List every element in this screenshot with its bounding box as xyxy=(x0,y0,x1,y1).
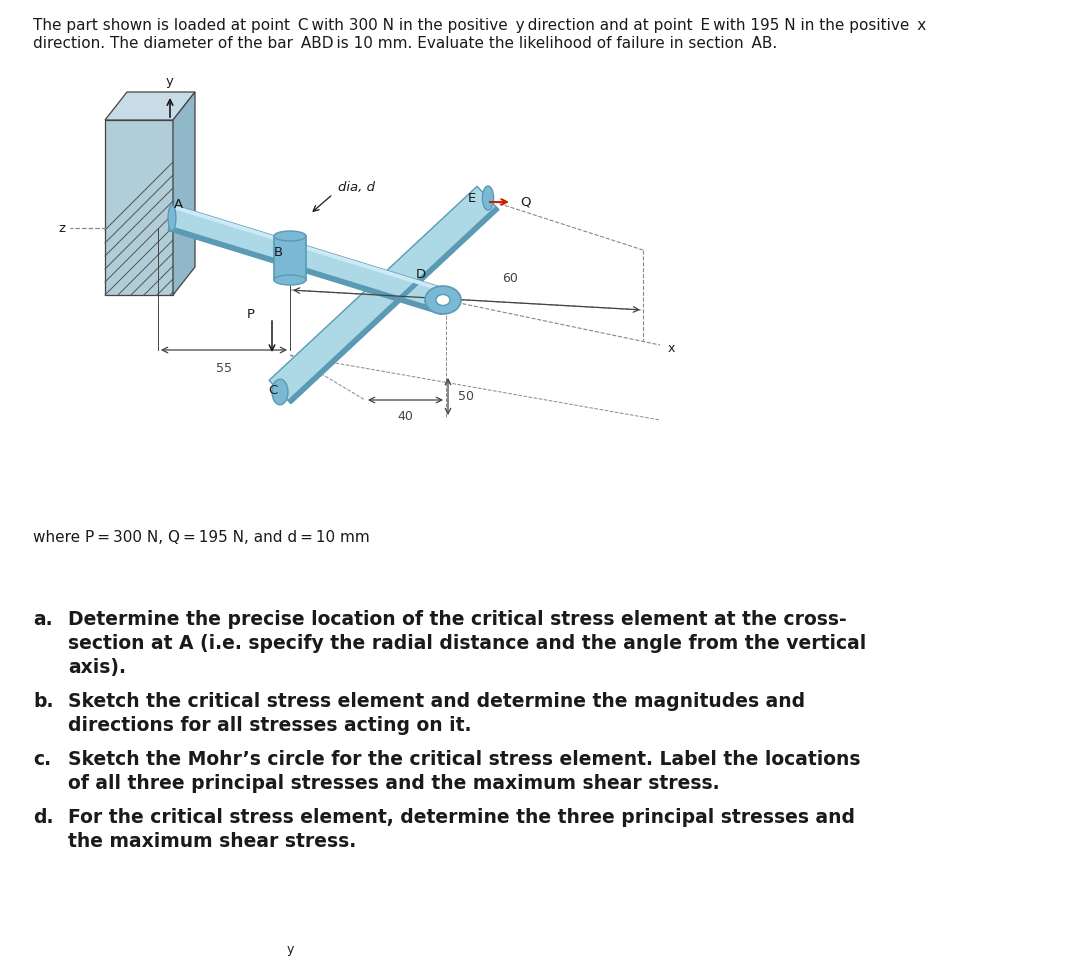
Polygon shape xyxy=(269,186,499,404)
Ellipse shape xyxy=(426,286,461,314)
Text: 40: 40 xyxy=(397,410,413,423)
Polygon shape xyxy=(274,236,306,280)
Text: section at A (i.e. specify the radial distance and the angle from the vertical: section at A (i.e. specify the radial di… xyxy=(68,634,866,653)
Polygon shape xyxy=(175,206,449,293)
Text: y: y xyxy=(286,944,294,956)
Text: B: B xyxy=(273,245,283,259)
Text: P: P xyxy=(247,308,255,322)
Text: E: E xyxy=(468,192,476,206)
Text: Q: Q xyxy=(519,195,530,209)
Text: c.: c. xyxy=(33,750,51,769)
Polygon shape xyxy=(105,120,173,295)
Ellipse shape xyxy=(274,275,306,285)
Text: d.: d. xyxy=(33,808,54,827)
Ellipse shape xyxy=(272,380,288,405)
Text: 50: 50 xyxy=(458,389,474,403)
Text: D: D xyxy=(416,267,427,281)
Text: A: A xyxy=(174,199,183,211)
Text: Sketch the critical stress element and determine the magnitudes and: Sketch the critical stress element and d… xyxy=(68,692,805,711)
Text: 60: 60 xyxy=(502,272,518,284)
Text: the maximum shear stress.: the maximum shear stress. xyxy=(68,832,356,851)
Text: of all three principal stresses and the maximum shear stress.: of all three principal stresses and the … xyxy=(68,774,719,793)
Polygon shape xyxy=(287,206,499,404)
Ellipse shape xyxy=(274,231,306,241)
Text: where P = 300 N, Q = 195 N, and d = 10 mm: where P = 300 N, Q = 195 N, and d = 10 m… xyxy=(33,530,369,545)
Text: The part shown is loaded at point  C with 300 N in the positive  y direction and: The part shown is loaded at point C with… xyxy=(33,18,927,33)
Text: b.: b. xyxy=(33,692,54,711)
Text: z: z xyxy=(58,221,66,234)
Polygon shape xyxy=(173,92,195,295)
Polygon shape xyxy=(168,206,449,314)
Ellipse shape xyxy=(483,186,494,210)
Text: a.: a. xyxy=(33,610,53,629)
Ellipse shape xyxy=(436,294,450,306)
Text: x: x xyxy=(669,341,675,355)
Text: C: C xyxy=(268,383,278,397)
Text: directions for all stresses acting on it.: directions for all stresses acting on it… xyxy=(68,716,472,735)
Text: direction. The diameter of the bar  ABD is 10 mm. Evaluate the likelihood of fai: direction. The diameter of the bar ABD i… xyxy=(33,36,778,51)
Text: Sketch the Mohr’s circle for the critical stress element. Label the locations: Sketch the Mohr’s circle for the critica… xyxy=(68,750,861,769)
Polygon shape xyxy=(105,92,195,120)
Text: For the critical stress element, determine the three principal stresses and: For the critical stress element, determi… xyxy=(68,808,855,827)
Text: axis).: axis). xyxy=(68,658,126,677)
Text: y: y xyxy=(166,75,174,88)
Polygon shape xyxy=(168,226,443,314)
Text: Determine the precise location of the critical stress element at the cross-: Determine the precise location of the cr… xyxy=(68,610,847,629)
Text: 55: 55 xyxy=(216,362,232,375)
Text: dia, d: dia, d xyxy=(338,182,375,194)
Ellipse shape xyxy=(168,205,176,231)
